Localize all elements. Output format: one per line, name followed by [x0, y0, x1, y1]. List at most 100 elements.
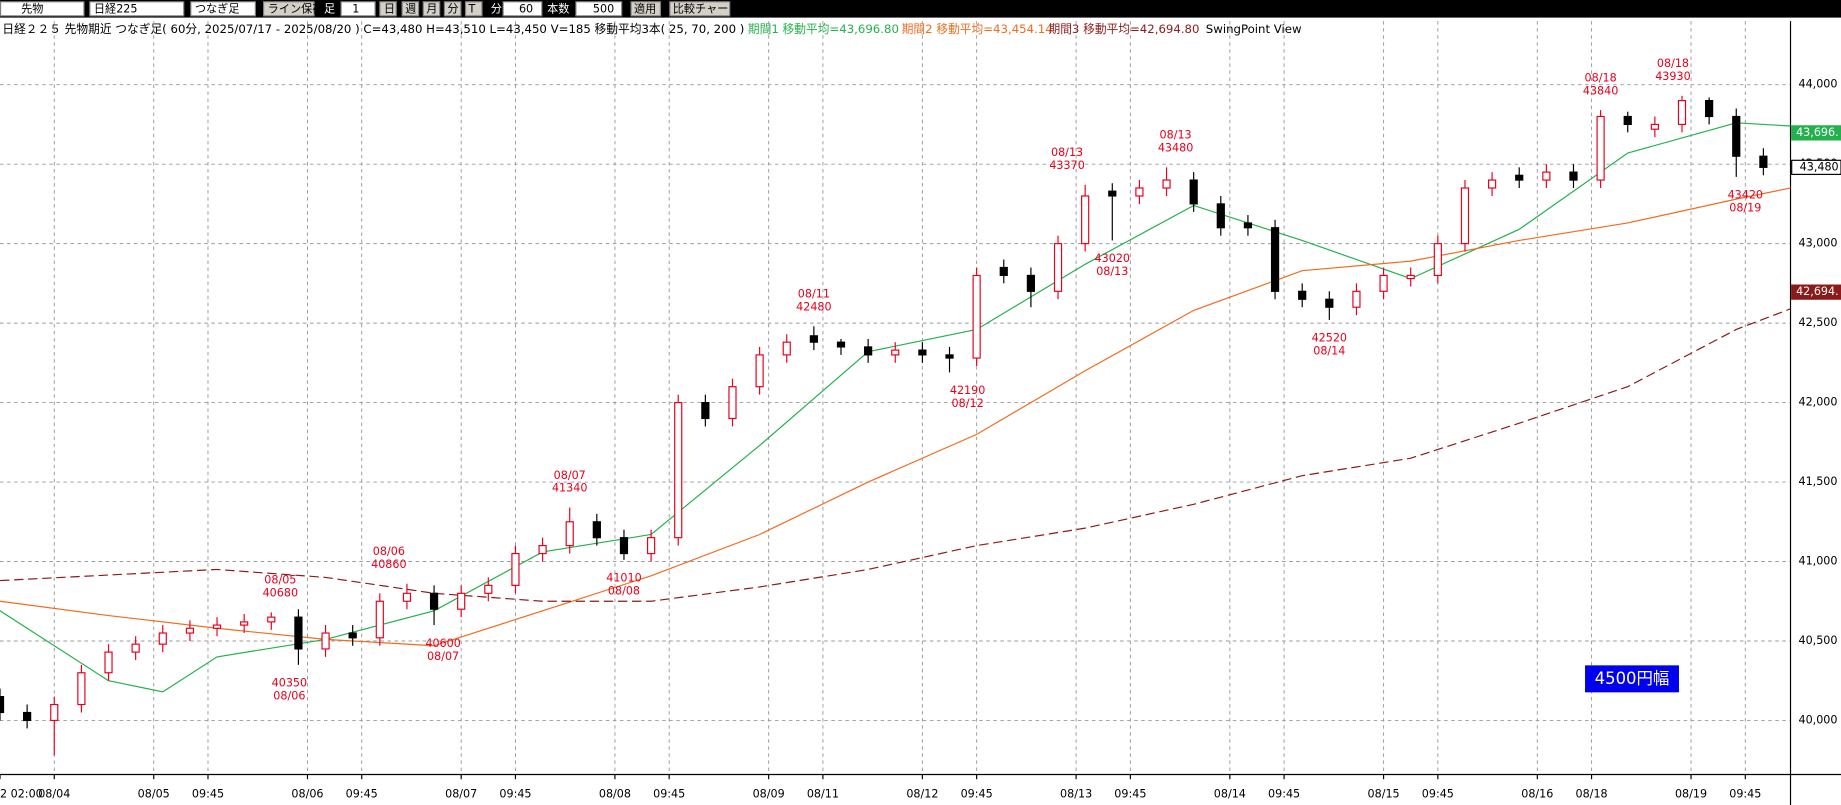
header-text: 期間1 移動平均=43,696.80	[748, 22, 899, 36]
swing-date: 08/13	[1160, 129, 1192, 142]
swing-price: 43840	[1583, 84, 1618, 97]
candle-body	[0, 696, 5, 714]
toolbar-label: 足	[324, 2, 335, 15]
swing-date: 08/06	[373, 545, 405, 558]
candle-body	[891, 349, 900, 356]
candle-body	[646, 537, 656, 555]
dropdown[interactable]	[575, 1, 623, 17]
toolbar-label: つなぎ足	[195, 1, 240, 15]
candle-body	[1460, 187, 1470, 245]
candle-body	[619, 537, 629, 555]
swing-date: 08/18	[1585, 71, 1617, 84]
header-text: 日経２２５ 先物期近 つなぎ足( 60分, 2025/07/17 - 2025/…	[2, 22, 744, 36]
candle-body	[1216, 203, 1225, 229]
candle-body	[1026, 274, 1036, 292]
candle-body	[348, 632, 357, 639]
candle-body	[457, 592, 466, 610]
swing-price: 40600	[425, 637, 460, 650]
toolbar-button[interactable]	[630, 1, 662, 17]
swing-price: 43480	[1158, 142, 1193, 155]
toolbar-button[interactable]	[464, 1, 483, 17]
toolbar-label: ライン保存	[268, 1, 324, 15]
swing-price: 43930	[1655, 70, 1690, 83]
toolbar-button[interactable]	[379, 1, 397, 17]
candle-body	[23, 711, 32, 722]
candle-body	[1406, 274, 1415, 280]
candle-body	[131, 643, 140, 653]
candle-body	[1569, 171, 1578, 181]
toolbar-button[interactable]	[401, 1, 420, 17]
x-tick-label: 09:45	[192, 787, 224, 800]
toolbar-label: 本数	[547, 1, 569, 15]
candle-body	[50, 703, 59, 722]
swing-date: 08/06	[273, 690, 305, 703]
candle-body	[1270, 227, 1280, 292]
toolbar-button[interactable]	[422, 1, 441, 17]
x-tick-label: 08/11	[807, 787, 839, 800]
swing-price: 42190	[950, 384, 985, 397]
price-tag-label: 43,480	[1800, 160, 1839, 173]
price-tag	[1791, 284, 1841, 300]
dropdown[interactable]	[340, 1, 376, 17]
x-tick-label: 09:45	[653, 787, 685, 800]
toolbar-button[interactable]	[262, 1, 315, 17]
y-tick-label: 40,000	[1798, 713, 1837, 726]
swing-price: 43020	[1095, 252, 1130, 265]
moving-average-line	[0, 308, 1791, 602]
toolbar-button[interactable]	[443, 1, 462, 17]
candle-body	[212, 624, 222, 629]
toolbar-label: 先物	[21, 1, 43, 15]
swing-date: 08/07	[427, 650, 459, 663]
x-tick-label: 09:45	[1268, 787, 1300, 800]
price-tag-label: 43,696.	[1796, 126, 1839, 139]
candle-body	[185, 627, 195, 634]
toolbar-label: 日経225	[94, 2, 138, 15]
dropdown[interactable]	[0, 1, 85, 17]
candle-body	[1705, 100, 1714, 118]
toolbar-label: 適用	[634, 1, 656, 15]
candle-body	[674, 401, 683, 539]
toolbar-label: 60	[519, 2, 533, 15]
x-tick-label: 08/19	[1675, 787, 1707, 800]
x-tick-label: 09:45	[961, 787, 993, 800]
candle-body	[267, 616, 276, 623]
candle-body	[1162, 179, 1171, 189]
candle-body	[836, 341, 846, 348]
x-tick-label: 08/09	[753, 787, 785, 800]
candle-body	[511, 552, 520, 586]
toolbar-button[interactable]	[669, 1, 731, 17]
toolbar-label: T	[467, 2, 475, 15]
swing-date: 08/12	[952, 397, 984, 410]
candle-body	[429, 592, 439, 610]
x-tick-label: 08/05	[138, 787, 170, 800]
y-tick-label: 41,500	[1798, 475, 1837, 488]
dropdown[interactable]	[502, 1, 543, 17]
swing-date: 08/18	[1657, 57, 1689, 70]
toolbar-label: 週	[405, 2, 416, 15]
candle-body	[1759, 155, 1768, 168]
toolbar-label: 1	[352, 2, 359, 15]
dropdown[interactable]	[190, 1, 256, 17]
toolbar-label: 分	[491, 2, 502, 15]
swing-price: 41340	[552, 482, 587, 495]
swing-date: 08/11	[798, 288, 830, 301]
x-tick-label: 08/12	[906, 787, 938, 800]
x-tick-label: 08/14	[1214, 787, 1246, 800]
candle-body	[104, 651, 113, 674]
candle-body	[809, 335, 818, 343]
range-label: 4500円幅	[1595, 669, 1670, 688]
header-text: SwingPoint View	[1206, 22, 1302, 36]
candle-body	[1433, 243, 1442, 277]
toolbar-label: 日	[384, 2, 395, 15]
candle-body	[484, 584, 493, 594]
y-tick-label: 44,000	[1798, 78, 1837, 91]
candle-body	[565, 521, 574, 547]
dropdown[interactable]	[89, 1, 185, 17]
swing-price: 40350	[272, 677, 307, 690]
x-tick-label: 08/16	[1521, 787, 1553, 800]
candle-body	[1650, 123, 1659, 130]
swing-price: 43420	[1728, 189, 1763, 202]
y-tick-label: 42,000	[1798, 396, 1837, 409]
candle-body	[945, 354, 954, 359]
